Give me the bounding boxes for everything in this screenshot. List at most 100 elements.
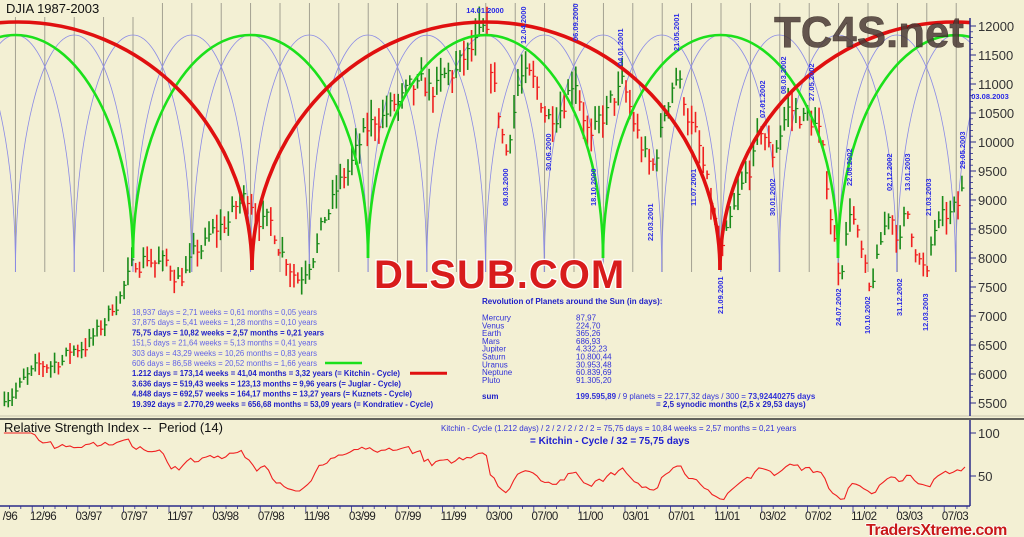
price-tick-label: 8500 [978,222,1007,237]
time-tick-label: 03/98 [212,511,238,523]
planet-period: 87,97 [576,314,597,323]
time-tick-label: 03/97 [75,511,101,523]
price-tick-label: 9500 [978,164,1007,179]
date-label: 11.07.2001 [689,169,698,206]
cycle-legend-row: 19.392 days = 2.770,29 weeks = 656,68 mo… [132,400,433,409]
price-bar [401,83,405,109]
planet-name: Pluto [482,376,501,385]
planet-period: 686,93 [576,337,601,346]
price-bar [455,51,459,79]
time-tick-label: 07/02 [805,511,831,523]
price-bar [219,209,224,241]
time-tick-label: 03/03 [896,511,922,523]
price-bar [84,338,88,357]
price-bar [451,70,455,93]
price-bar [188,243,193,273]
price-bar [656,149,660,172]
price-bar [547,108,552,120]
price-bar [791,92,795,132]
date-label: 08.03.2002 [779,56,788,94]
time-tick-label: 03/02 [759,511,785,523]
price-bar [771,144,776,168]
price-bar [953,196,957,213]
price-bar [285,259,289,276]
price-bar [752,142,756,167]
price-bar [331,179,336,209]
price-bar [748,160,753,191]
title-box [0,0,150,17]
price-bar [586,115,590,146]
price-bar [605,95,610,125]
planets-sum-label: sum [482,392,498,401]
dlsub-watermark: DLSUB.COM [374,253,625,297]
price-bar [683,97,687,116]
cycle-legend-row: 75,75 days = 10,82 weeks = 2,57 months =… [132,328,325,337]
planets-sum-text: / 9 planets = 22.177,32 days / 300 = [616,392,748,401]
price-bar [926,265,930,278]
price-bar [347,159,351,186]
price-bar [277,248,282,256]
price-bar [111,304,115,316]
price-bar [895,224,899,253]
price-bar [19,377,23,388]
price-bar [61,354,65,366]
price-bar [536,76,540,100]
price-bar [335,175,339,209]
price-bar [258,212,262,241]
price-bar [304,260,309,284]
cycle-legend-row: 1.212 days = 173,14 weeks = 41,04 months… [132,369,400,378]
cycle-legend-row: 18,937 days = 2,71 weeks = 0,61 months =… [132,308,317,317]
planet-name: Venus [482,321,504,330]
date-label: 18.10.2000 [589,168,598,206]
price-bar [3,391,7,407]
price-bar [123,280,127,300]
price-tick-label: 7000 [978,309,1007,324]
price-tick-label: 10500 [978,106,1014,121]
price-bar [729,206,733,229]
price-bar [493,62,498,93]
planets-title: Revolution of Planets around the Sun (in… [482,297,662,306]
price-bar [165,248,170,267]
price-bar [690,105,695,135]
price-bar [910,233,915,248]
price-bar [351,147,355,176]
cycle-303-arc [602,34,721,273]
date-label: 08.03.2000 [501,168,510,206]
price-bar [227,211,231,236]
price-bar [408,75,413,86]
price-bar [470,29,475,62]
cycle-303-arc [0,109,16,273]
date-label: 12.03.2003 [921,293,930,331]
price-bar [783,106,787,131]
price-tick-label: 12000 [978,19,1014,34]
planets-sum-value: 199.595,89 [576,392,617,401]
cycle-606-arc [131,33,370,259]
time-tick-label: 03/00 [486,511,512,523]
cycle-303-arc [720,34,839,273]
cycle-606-arc [836,33,970,259]
cycle-303-arc [837,34,956,273]
price-bar [602,105,606,138]
price-bar [432,86,436,113]
price-bar [524,51,529,84]
planet-name: Uranus [482,360,508,369]
price-bar [640,136,644,163]
price-bar [127,257,131,286]
price-bar [30,365,34,376]
price-bar [532,60,536,88]
cycle-303-arc [250,34,369,273]
date-label: 22.03.2001 [646,203,655,241]
price-bar [324,216,328,224]
price-bar [517,68,521,97]
price-bar [632,111,637,132]
price-bar [578,90,583,111]
cycle-606-arc [601,33,840,259]
price-bar [609,90,614,103]
price-bar [744,160,749,183]
price-bar [825,171,830,200]
kitchin-result: = Kitchin - Cycle / 32 = 75,75 days [530,436,690,447]
price-bar [652,158,656,171]
price-bar [11,388,15,407]
price-bar [520,54,525,94]
price-bar [154,260,158,278]
